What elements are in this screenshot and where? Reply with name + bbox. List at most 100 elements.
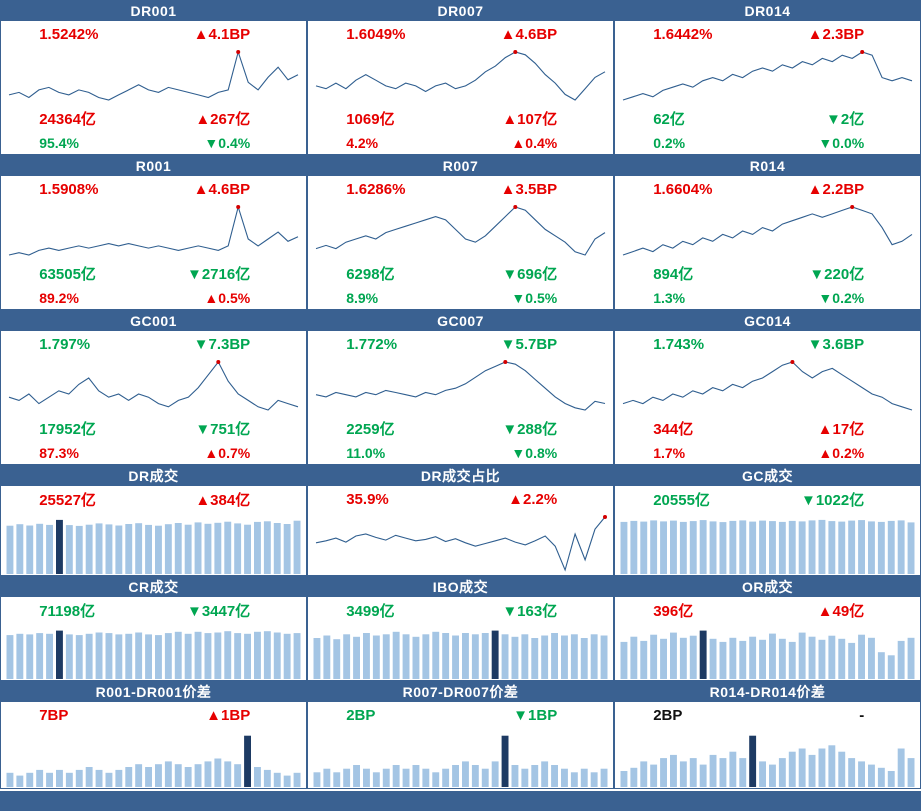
volume-change: ▼2亿	[826, 110, 865, 128]
spread-change: -	[859, 706, 865, 724]
spread-bars	[308, 728, 613, 788]
panel-gc007: GC007 1.772% ▼5.7BP 2259亿 ▼288亿 11.0% ▼0…	[307, 310, 614, 465]
rate-value: 1.772%	[346, 335, 398, 353]
share-row: 1.7% ▲0.2%	[615, 441, 920, 464]
spread-value: 7BP	[39, 706, 69, 724]
rate-change: ▼5.7BP	[500, 335, 558, 353]
ratio-sparkline	[308, 512, 613, 575]
share-change: ▲0.5%	[204, 289, 251, 306]
share-change: ▼0.8%	[511, 444, 558, 461]
spread-bars	[1, 728, 306, 788]
share-change: ▼0.0%	[818, 134, 865, 151]
share-value: 95.4%	[39, 134, 79, 151]
panel-header: R014	[615, 156, 920, 176]
panel-r014-dr014-spread: R014-DR014价差 2BP -	[614, 681, 921, 789]
volume-value: 2259亿	[346, 420, 395, 438]
share-value: 1.3%	[653, 289, 686, 306]
volume-value: 6298亿	[346, 265, 395, 283]
panel-r007-dr007-spread: R007-DR007价差 2BP ▼1BP	[307, 681, 614, 789]
ratio-row: 35.9% ▲2.2%	[308, 486, 613, 512]
rate-sparkline	[615, 202, 920, 260]
volume-bars	[1, 512, 306, 575]
panel-header: DR001	[1, 1, 306, 21]
volume-change: ▲107亿	[502, 110, 558, 128]
panel-r001: R001 1.5908% ▲4.6BP 63505亿 ▼2716亿 89.2% …	[0, 155, 307, 310]
spread-bars	[615, 728, 920, 788]
rate-change: ▼3.6BP	[807, 335, 865, 353]
panel-header: GC成交	[615, 466, 920, 486]
share-value: 8.9%	[346, 289, 379, 306]
volume-value: 63505亿	[39, 265, 96, 283]
share-row: 4.2% ▲0.4%	[308, 131, 613, 154]
footer-bar	[0, 791, 921, 811]
volume-change: ▲267亿	[195, 110, 251, 128]
volume-row: 1069亿 ▲107亿	[308, 105, 613, 131]
panel-dr007: DR007 1.6049% ▲4.6BP 1069亿 ▲107亿 4.2% ▲0…	[307, 0, 614, 155]
rate-sparkline	[615, 357, 920, 415]
rate-value: 1.797%	[39, 335, 91, 353]
volume-change: ▼696亿	[502, 265, 558, 283]
rate-change: ▲2.3BP	[807, 25, 865, 43]
rate-row: 1.6286% ▲3.5BP	[308, 176, 613, 202]
panel-header: GC007	[308, 311, 613, 331]
volume-row: 63505亿 ▼2716亿	[1, 260, 306, 286]
spread-change: ▲1BP	[206, 706, 251, 724]
volume-change: ▲384亿	[195, 491, 251, 509]
rate-sparkline	[615, 47, 920, 105]
volume-row: 25527亿 ▲384亿	[1, 486, 306, 512]
share-value: 1.7%	[653, 444, 686, 461]
share-value: 11.0%	[346, 444, 386, 461]
panel-cr-volume: CR成交 71198亿 ▼3447亿	[0, 576, 307, 681]
share-value: 4.2%	[346, 134, 379, 151]
volume-row: 71198亿 ▼3447亿	[1, 597, 306, 623]
volume-change: ▼2716亿	[186, 265, 251, 283]
dashboard-grid: DR001 1.5242% ▲4.1BP 24364亿 ▲267亿 95.4% …	[0, 0, 921, 789]
rate-row: 1.5908% ▲4.6BP	[1, 176, 306, 202]
spread-row: 2BP ▼1BP	[308, 702, 613, 728]
rate-row: 1.743% ▼3.6BP	[615, 331, 920, 357]
rate-row: 1.5242% ▲4.1BP	[1, 21, 306, 47]
panel-dr-volume-share: DR成交占比 35.9% ▲2.2%	[307, 465, 614, 576]
volume-row: 2259亿 ▼288亿	[308, 415, 613, 441]
rate-value: 1.743%	[653, 335, 705, 353]
volume-value: 62亿	[653, 110, 685, 128]
volume-bars	[615, 512, 920, 575]
rate-value: 1.6442%	[653, 25, 713, 43]
volume-change: ▲17亿	[817, 420, 865, 438]
spread-value: 2BP	[346, 706, 376, 724]
panel-header: R014-DR014价差	[615, 682, 920, 702]
panel-r001-dr001-spread: R001-DR001价差 7BP ▲1BP	[0, 681, 307, 789]
panel-title: R001-DR001价差	[95, 684, 212, 700]
rate-value: 1.6604%	[653, 180, 713, 198]
panel-title: R007-DR007价差	[402, 684, 519, 700]
share-row: 8.9% ▼0.5%	[308, 286, 613, 309]
share-change: ▲0.2%	[818, 444, 865, 461]
share-change: ▼0.4%	[204, 134, 251, 151]
volume-row: 894亿 ▼220亿	[615, 260, 920, 286]
panel-header: R001-DR001价差	[1, 682, 306, 702]
rate-sparkline	[1, 357, 306, 415]
panel-dr001: DR001 1.5242% ▲4.1BP 24364亿 ▲267亿 95.4% …	[0, 0, 307, 155]
rate-row: 1.6604% ▲2.2BP	[615, 176, 920, 202]
rate-change: ▼7.3BP	[193, 335, 251, 353]
panel-header: CR成交	[1, 577, 306, 597]
volume-value: 1069亿	[346, 110, 395, 128]
panel-header: DR成交占比	[308, 466, 613, 486]
panel-gc-volume: GC成交 20555亿 ▼1022亿	[614, 465, 921, 576]
volume-change: ▲49亿	[817, 602, 865, 620]
spread-row: 7BP ▲1BP	[1, 702, 306, 728]
volume-row: 24364亿 ▲267亿	[1, 105, 306, 131]
rate-change: ▲4.6BP	[500, 25, 558, 43]
panel-header: GC014	[615, 311, 920, 331]
panel-header: DR成交	[1, 466, 306, 486]
panel-r014: R014 1.6604% ▲2.2BP 894亿 ▼220亿 1.3% ▼0.2…	[614, 155, 921, 310]
panel-ibo-volume: IBO成交 3499亿 ▼163亿	[307, 576, 614, 681]
panel-title: DR014	[744, 3, 791, 19]
panel-header: IBO成交	[308, 577, 613, 597]
panel-header: R007-DR007价差	[308, 682, 613, 702]
panel-title: IBO成交	[432, 579, 489, 595]
volume-bars	[1, 623, 306, 680]
panel-title: R007	[442, 158, 479, 174]
ratio-value: 35.9%	[346, 490, 389, 508]
share-value: 89.2%	[39, 289, 79, 306]
